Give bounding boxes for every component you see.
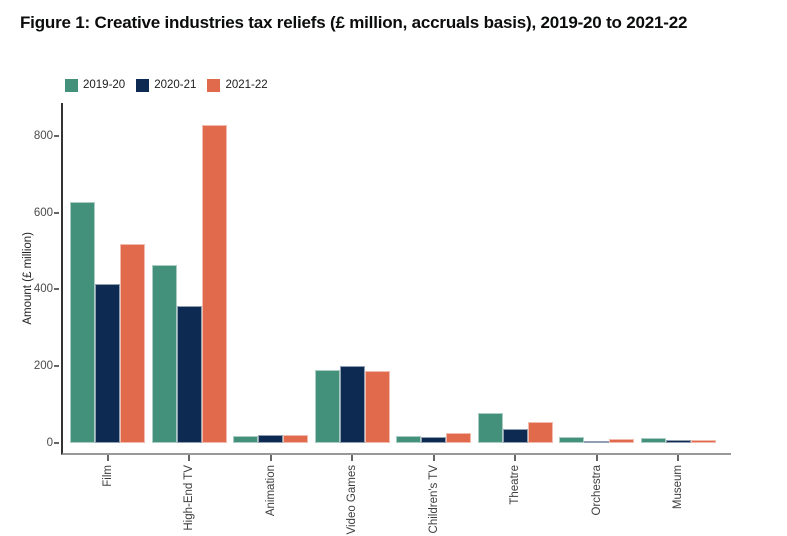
legend-swatch-2021-22 [207, 79, 221, 92]
plot-panel: 0 200 400 600 800 Film High-End TV Animation Vid… [34, 103, 731, 534]
x-category-label-text: High-End TV [183, 465, 196, 531]
x-tick-mark [432, 455, 435, 461]
y-tick-label: 800 [33, 129, 53, 142]
bar-Children's TV-2021-22 [446, 432, 472, 443]
bar-High-End TV-2020-21 [176, 305, 202, 443]
bar-Animation-2020-21 [258, 434, 284, 443]
bar-Children's TV-2019-20 [396, 436, 422, 443]
legend-label: 2019-20 [83, 79, 126, 91]
x-category-label-text: Children's TV [427, 465, 440, 534]
bar-Theatre-2021-22 [527, 421, 553, 443]
bar-High-End TV-2021-22 [201, 124, 227, 443]
x-category-label-High-End TV: High-End TV [169, 465, 209, 536]
bar-Animation-2021-22 [283, 435, 309, 443]
figure-title: Figure 1: Creative industries tax relief… [20, 13, 688, 32]
bar-Orchestra-2019-20 [559, 436, 585, 443]
bar-Theatre-2020-21 [502, 428, 528, 443]
y-axis-title: Amount (£ million) [20, 103, 36, 453]
y-axis-title-text: Amount (£ million) [22, 231, 34, 325]
legend-swatch-2019-20 [65, 79, 78, 92]
bar-Orchestra-2020-21 [584, 440, 610, 443]
y-tick-mark [54, 134, 59, 137]
y-tick-mark [54, 442, 59, 444]
x-category-label-text: Orchestra [590, 465, 603, 516]
x-tick-mark [106, 455, 109, 461]
x-tick-mark [351, 455, 354, 461]
x-category-label-Video Games: Video Games [332, 465, 372, 536]
bar-Children's TV-2020-21 [421, 437, 447, 443]
x-tick-mark [188, 455, 191, 461]
bar-Museum-2019-20 [640, 438, 666, 443]
x-tick-mark [269, 455, 272, 461]
x-category-label-Children's TV: Children's TV [414, 465, 454, 536]
bar-Film-2019-20 [70, 201, 96, 443]
bar-Video Games-2021-22 [364, 370, 390, 443]
x-category-label-Museum: Museum [658, 465, 698, 536]
bar-Video Games-2020-21 [339, 366, 365, 443]
x-category-label-text: Film [101, 465, 114, 487]
bar-Video Games-2019-20 [314, 369, 340, 443]
legend-swatch-2020-21 [136, 79, 150, 92]
chart-legend: 2019-20 2020-21 2021-22 [65, 79, 268, 92]
y-tick-mark [54, 211, 59, 214]
x-tick-mark [595, 455, 598, 461]
x-category-label-text: Theatre [509, 465, 522, 505]
legend-label: 2021-22 [225, 79, 268, 91]
x-category-label-text: Museum [672, 465, 685, 510]
x-tick-mark [514, 455, 517, 461]
y-tick-mark [54, 365, 59, 368]
legend-item-2019-20: 2019-20 [65, 79, 125, 92]
x-category-label-Animation: Animation [251, 465, 291, 536]
legend-label: 2020-21 [154, 79, 197, 91]
bar-Film-2020-21 [95, 283, 121, 443]
x-category-label-Theatre: Theatre [495, 465, 535, 536]
y-tick-label: 200 [33, 360, 53, 373]
bar-Museum-2021-22 [690, 439, 716, 443]
x-category-label-text: Video Games [346, 465, 359, 535]
x-category-label-Film: Film [88, 465, 128, 536]
y-tick-label: 400 [33, 283, 53, 296]
x-category-label-text: Animation [264, 465, 277, 517]
bar-Animation-2019-20 [233, 436, 259, 443]
legend-item-2021-22: 2021-22 [207, 79, 268, 92]
bar-High-End TV-2019-20 [151, 264, 177, 443]
bar-Museum-2020-21 [665, 439, 691, 443]
legend-item-2020-21: 2020-21 [136, 79, 196, 92]
x-category-label-Orchestra: Orchestra [577, 465, 617, 536]
bar-Film-2021-22 [120, 244, 146, 443]
x-tick-mark [677, 455, 680, 461]
bar-Theatre-2019-20 [477, 413, 503, 443]
y-tick-label: 0 [46, 437, 53, 449]
y-tick-label: 600 [33, 206, 53, 219]
bar-Orchestra-2021-22 [609, 438, 635, 443]
y-tick-mark [54, 288, 59, 291]
